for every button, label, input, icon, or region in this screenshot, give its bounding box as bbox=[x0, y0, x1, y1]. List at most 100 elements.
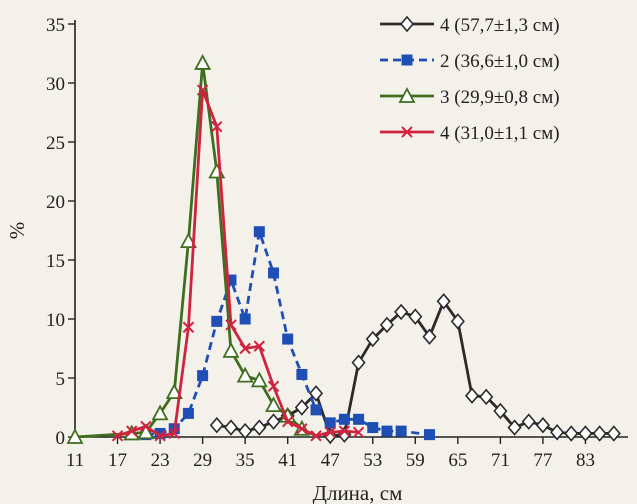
data-point bbox=[250, 371, 268, 388]
data-point bbox=[211, 120, 223, 133]
data-point bbox=[507, 419, 522, 436]
data-point bbox=[266, 413, 281, 430]
data-point bbox=[379, 316, 395, 334]
data-point bbox=[578, 425, 593, 442]
data-point bbox=[353, 413, 365, 425]
data-point bbox=[365, 330, 380, 348]
x-tick-label: 65 bbox=[448, 450, 467, 471]
legend-item-3: 3 (29,9±0,8 см) bbox=[380, 87, 560, 108]
data-point bbox=[137, 423, 155, 440]
x-tick-label: 71 bbox=[491, 450, 510, 471]
data-point bbox=[352, 426, 365, 438]
legend-label: 4 (31,0±1,1 см) bbox=[440, 123, 560, 144]
data-point bbox=[436, 293, 451, 310]
data-point bbox=[151, 404, 169, 421]
legend-item-4: 4 (31,0±1,1 см) bbox=[380, 123, 560, 144]
x-tick-label: 29 bbox=[193, 450, 212, 471]
y-tick-label: 25 bbox=[46, 133, 65, 154]
legend-item-1: 4 (57,7±1,3 см) bbox=[380, 15, 560, 36]
data-point bbox=[253, 226, 265, 238]
data-point bbox=[154, 430, 166, 442]
data-point bbox=[238, 422, 253, 440]
data-point bbox=[236, 366, 254, 383]
data-point bbox=[294, 399, 309, 416]
data-point bbox=[225, 319, 237, 331]
y-tick-label: 15 bbox=[46, 251, 65, 272]
data-point bbox=[310, 404, 322, 416]
x-tick-label: 35 bbox=[236, 450, 255, 471]
legend-marker bbox=[398, 87, 416, 103]
series-1 bbox=[209, 293, 621, 445]
x-tick-label: 11 bbox=[66, 450, 84, 471]
data-point bbox=[282, 333, 294, 345]
data-point bbox=[324, 426, 336, 438]
data-point bbox=[253, 340, 266, 352]
x-tick-label: 23 bbox=[151, 450, 170, 471]
data-point bbox=[493, 402, 508, 420]
y-tick-label: 5 bbox=[56, 369, 66, 390]
data-point bbox=[182, 407, 194, 419]
legend-marker bbox=[401, 126, 413, 138]
data-point bbox=[338, 425, 351, 437]
data-point bbox=[239, 313, 251, 325]
data-point bbox=[223, 419, 239, 436]
data-point bbox=[450, 313, 465, 330]
series-line bbox=[145, 230, 430, 437]
data-point bbox=[66, 428, 84, 444]
data-point bbox=[592, 425, 607, 442]
series-line bbox=[117, 88, 359, 438]
data-point bbox=[196, 84, 209, 96]
legend-item-2: 2 (36,6±1,0 см) bbox=[380, 51, 560, 72]
data-point bbox=[268, 267, 280, 279]
data-point bbox=[550, 424, 565, 441]
x-tick-label: 59 bbox=[406, 450, 425, 471]
series-layer bbox=[66, 54, 621, 445]
x-tick-label: 17 bbox=[108, 450, 127, 471]
y-axis-title: % bbox=[5, 222, 29, 240]
legend-marker bbox=[401, 54, 413, 66]
data-point bbox=[281, 415, 294, 428]
data-point bbox=[197, 370, 209, 382]
y-tick-label: 20 bbox=[46, 192, 65, 213]
data-point bbox=[111, 430, 124, 442]
x-tick-label: 83 bbox=[576, 450, 595, 471]
data-point bbox=[182, 321, 195, 333]
data-point bbox=[194, 54, 212, 70]
data-point bbox=[165, 383, 183, 400]
data-point bbox=[394, 303, 409, 321]
series-line bbox=[74, 61, 303, 439]
data-point bbox=[367, 422, 379, 434]
legend-label: 4 (57,7±1,3 см) bbox=[440, 15, 560, 36]
data-point bbox=[464, 387, 480, 404]
series-4 bbox=[111, 84, 365, 442]
data-point bbox=[338, 413, 350, 425]
data-point bbox=[265, 396, 283, 413]
data-point bbox=[408, 308, 423, 325]
data-point bbox=[267, 380, 280, 392]
y-tick-label: 10 bbox=[46, 310, 65, 331]
data-point bbox=[296, 423, 308, 435]
data-point bbox=[126, 425, 138, 437]
x-tick-label: 47 bbox=[321, 450, 340, 471]
data-point bbox=[296, 368, 308, 380]
data-point bbox=[606, 425, 621, 442]
data-point bbox=[381, 425, 393, 437]
data-point bbox=[423, 429, 435, 441]
x-tick-label: 53 bbox=[363, 450, 382, 471]
y-tick-label: 0 bbox=[56, 428, 66, 449]
data-point bbox=[324, 417, 336, 429]
data-point bbox=[239, 342, 251, 355]
legend-label: 3 (29,9±0,8 см) bbox=[440, 87, 560, 108]
legend: 4 (57,7±1,3 см) 2 (36,6±1,0 см) 3 (29,9±0,… bbox=[380, 15, 560, 144]
data-point bbox=[209, 416, 224, 434]
legend-marker bbox=[399, 15, 415, 33]
y-tick-label: 35 bbox=[46, 15, 65, 36]
data-point bbox=[310, 430, 322, 442]
axes: 0 5 10 15 20 25 30 35 11 17 23 29 35 41 47 53 59 65 71 77 83 bbox=[46, 15, 628, 471]
data-point bbox=[168, 427, 180, 440]
x-tick-label: 77 bbox=[533, 450, 552, 471]
x-tick-label: 41 bbox=[278, 450, 297, 471]
data-point bbox=[535, 416, 550, 434]
data-point bbox=[521, 413, 536, 430]
